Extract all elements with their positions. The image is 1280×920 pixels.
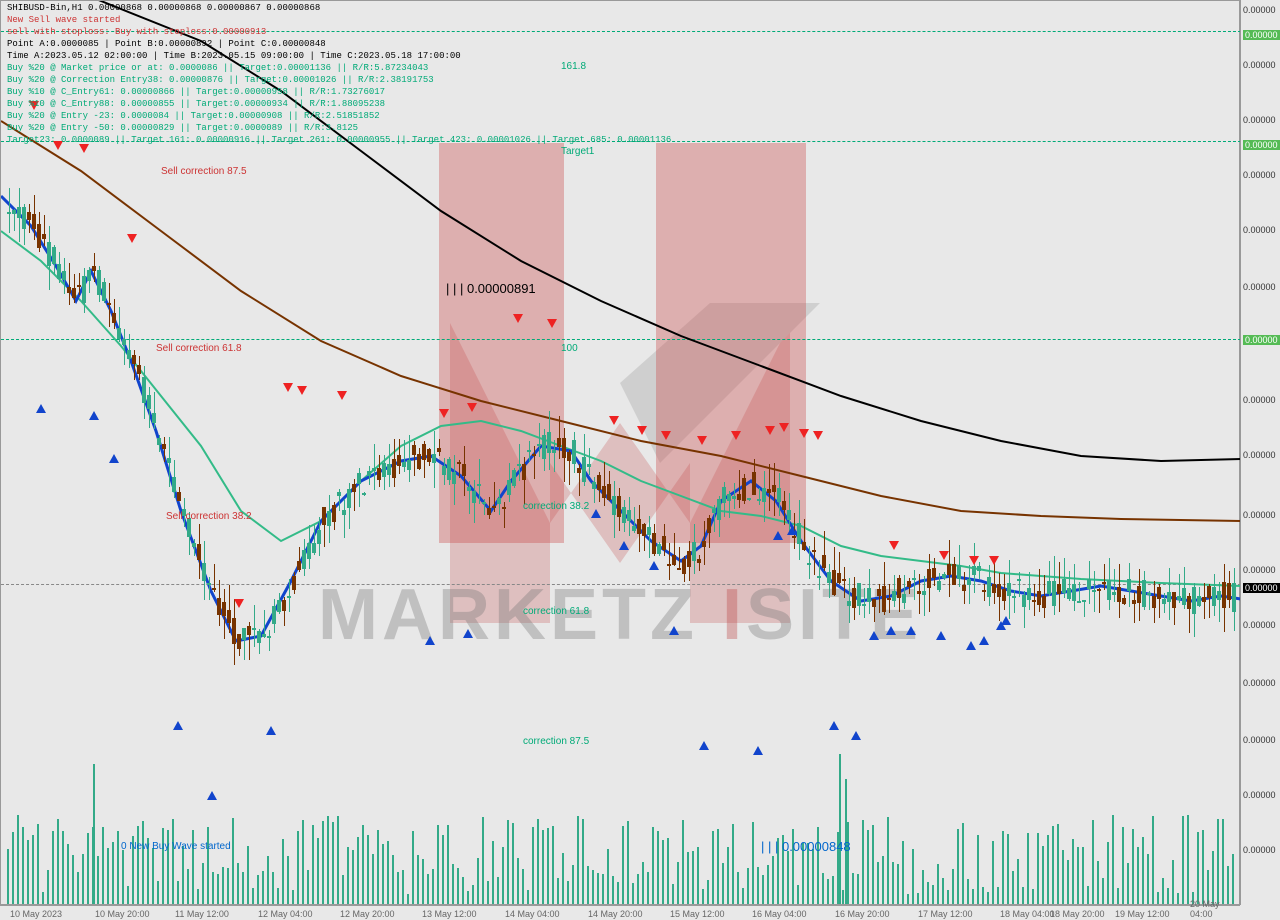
x-axis: 10 May 202310 May 20:0011 May 12:0012 Ma… <box>0 905 1240 920</box>
chart-plot: MARKETZ ISITE SHIBUSD-Bin,H1 0.00000868 … <box>0 0 1240 905</box>
y-axis: 0.000000.000000.000000.000000.000000.000… <box>1240 0 1280 905</box>
